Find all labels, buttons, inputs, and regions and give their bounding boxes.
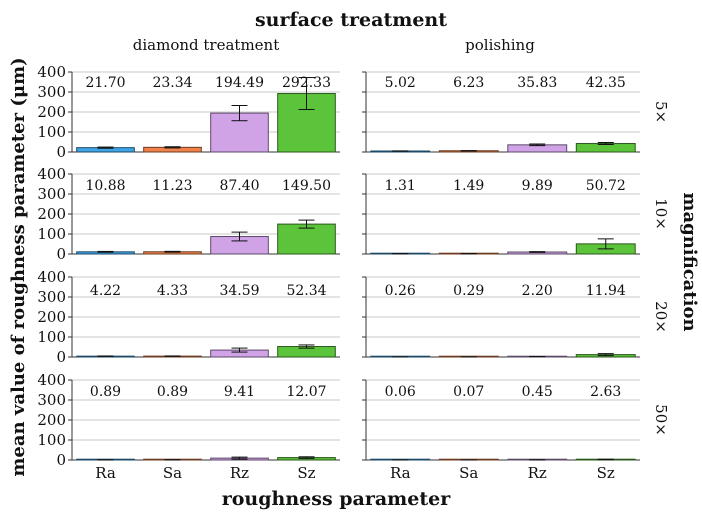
data-label: 1.31	[385, 178, 416, 194]
data-label: 0.45	[522, 384, 553, 400]
y-tick-label: 200	[37, 103, 66, 121]
y-tick-label: 100	[37, 431, 66, 449]
panel-diamond-0: 0 100 200 300 400 21.70 23.34 194.49 292.33	[37, 63, 340, 161]
data-label: 87.40	[219, 178, 259, 194]
y-tick-label: 300	[37, 391, 66, 409]
panel-diamond-1: 0 100 200 300 400 10.88 11.23 87.40 149.50	[37, 165, 340, 263]
data-label: 11.94	[586, 283, 626, 299]
y-tick-label: 400	[37, 371, 66, 389]
bar-Sz	[277, 223, 336, 255]
data-label: 0.07	[453, 384, 484, 400]
data-label: 4.33	[157, 283, 188, 299]
data-label: 52.34	[286, 283, 326, 299]
y-tick-label: 0	[56, 245, 66, 263]
y-tick-label: 0	[56, 451, 66, 469]
data-label: 0.26	[385, 283, 416, 299]
y-tick-label: 400	[37, 268, 66, 286]
data-label: 4.22	[90, 283, 121, 299]
y-tick-label: 100	[37, 123, 66, 141]
x-tick-label: Ra	[95, 464, 116, 482]
data-label: 10.88	[85, 178, 125, 194]
column-label-polishing: polishing	[465, 36, 535, 54]
panel-polishing-0: 5.02 6.23 35.83 42.35 5×	[362, 71, 670, 153]
data-label: 6.23	[453, 75, 484, 91]
data-label: 0.89	[157, 384, 188, 400]
data-label: 0.89	[90, 384, 121, 400]
x-tick-label: Sa	[163, 464, 182, 482]
y-tick-label: 300	[37, 83, 66, 101]
row-label: 5×	[652, 101, 670, 123]
data-label: 292.33	[282, 75, 331, 91]
data-label: 2.63	[590, 384, 621, 400]
data-label: 0.06	[385, 384, 416, 400]
chart-title: surface treatment	[255, 9, 447, 31]
data-label: 1.49	[453, 178, 484, 194]
y-axis-label: mean value of roughness parameter (μm)	[8, 57, 29, 476]
data-label: 9.89	[522, 178, 553, 194]
x-tick-label: Sa	[459, 464, 478, 482]
panels-group: 0 100 200 300 400 21.70 23.34 194.49 292.33 5.02 6…	[37, 63, 670, 482]
data-label: 21.70	[85, 75, 125, 91]
x-tick-label: Sz	[297, 464, 315, 482]
x-tick-label: Rz	[528, 464, 547, 482]
data-label: 0.29	[453, 283, 484, 299]
x-tick-label: Rz	[230, 464, 249, 482]
panel-diamond-3: 0 100 200 300 400 0.89 Ra 0.89 Sa 9.41 Rz 12.07 Sz	[37, 371, 340, 482]
row-axis-label: magnification	[679, 192, 700, 331]
row-label: 50×	[652, 404, 670, 436]
x-tick-label: Ra	[390, 464, 411, 482]
y-tick-label: 300	[37, 185, 66, 203]
panel-polishing-3: 0.06 Ra 0.07 Sa 0.45 Rz 2.63 Sz 50×	[362, 379, 670, 482]
y-tick-label: 300	[37, 288, 66, 306]
row-label: 20×	[652, 301, 670, 333]
y-tick-label: 0	[56, 143, 66, 161]
data-label: 42.35	[586, 75, 626, 91]
panel-polishing-1: 1.31 1.49 9.89 50.72 10×	[362, 173, 670, 255]
data-label: 2.20	[522, 283, 553, 299]
data-label: 12.07	[286, 384, 326, 400]
y-tick-label: 200	[37, 205, 66, 223]
y-tick-label: 200	[37, 411, 66, 429]
y-tick-label: 400	[37, 63, 66, 81]
x-axis-label: roughness parameter	[222, 488, 451, 510]
column-label-diamond: diamond treatment	[133, 36, 279, 54]
data-label: 149.50	[282, 178, 331, 194]
y-tick-label: 200	[37, 308, 66, 326]
data-label: 35.83	[517, 75, 557, 91]
x-tick-label: Sz	[597, 464, 615, 482]
y-tick-label: 400	[37, 165, 66, 183]
data-label: 23.34	[152, 75, 192, 91]
panel-polishing-2: 0.26 0.29 2.20 11.94 20×	[362, 276, 670, 358]
data-label: 11.23	[152, 178, 192, 194]
data-label: 34.59	[219, 283, 259, 299]
data-label: 5.02	[385, 75, 416, 91]
y-tick-label: 0	[56, 348, 66, 366]
y-tick-label: 100	[37, 225, 66, 243]
data-label: 50.72	[586, 178, 626, 194]
bar-Rz	[210, 112, 269, 153]
row-label: 10×	[652, 198, 670, 230]
panel-diamond-2: 0 100 200 300 400 4.22 4.33 34.59 52.34	[37, 268, 340, 366]
data-label: 194.49	[215, 75, 264, 91]
data-label: 9.41	[224, 384, 255, 400]
y-tick-label: 100	[37, 328, 66, 346]
